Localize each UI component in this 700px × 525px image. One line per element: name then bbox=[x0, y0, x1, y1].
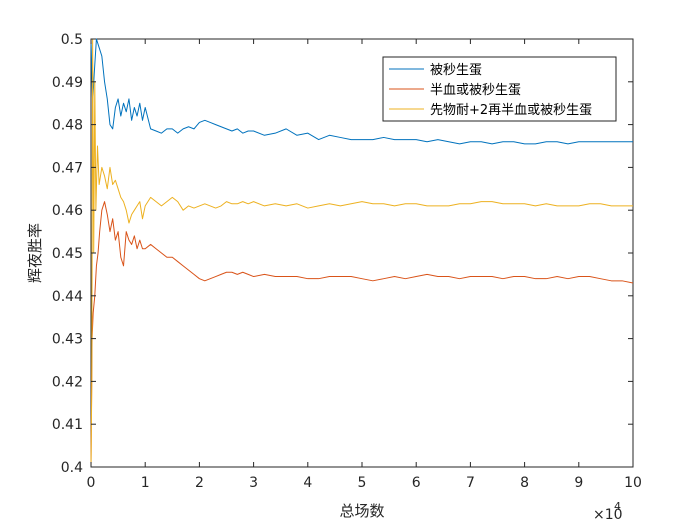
y-tick-label: 0.4 bbox=[61, 460, 83, 476]
y-axis-title: 辉夜胜率 bbox=[26, 223, 44, 283]
y-tick-label: 0.45 bbox=[52, 246, 83, 262]
legend-label-3: 先物耐+2再半血或被秒生蛋 bbox=[430, 103, 592, 118]
y-tick-label: 0.44 bbox=[52, 289, 83, 305]
legend-box bbox=[382, 56, 617, 122]
x-axis-exponent: ×10 4 bbox=[593, 500, 623, 523]
y-tick-label: 0.46 bbox=[52, 203, 83, 219]
x-tick-label: 7 bbox=[466, 475, 475, 491]
x-exponent-power: 4 bbox=[614, 500, 621, 513]
x-tick-label: 10 bbox=[624, 475, 642, 491]
x-tick-label: 8 bbox=[520, 475, 529, 491]
y-tick-label: 0.43 bbox=[52, 332, 83, 348]
series-line-3 bbox=[90, 38, 633, 468]
x-axis-title: 总场数 bbox=[339, 502, 384, 520]
y-tick-label: 0.42 bbox=[52, 374, 83, 390]
x-tick-label: 2 bbox=[195, 475, 204, 491]
y-tick-label: 0.47 bbox=[52, 160, 83, 176]
x-axis-ticks: 0 1 2 3 4 5 6 7 8 9 10 bbox=[87, 39, 642, 491]
x-tick-label: 3 bbox=[249, 475, 258, 491]
y-tick-label: 0.5 bbox=[61, 32, 83, 48]
x-tick-label: 4 bbox=[303, 475, 312, 491]
y-axis-ticks: 0.4 0.41 0.42 0.43 0.44 0.45 0.46 0.47 0.48 0.49 0… bbox=[52, 32, 633, 476]
y-tick-label: 0.48 bbox=[52, 118, 83, 134]
legend-label-1: 被秒生蛋 bbox=[430, 63, 482, 78]
legend-label-2: 半血或被秒生蛋 bbox=[430, 83, 521, 98]
x-tick-label: 1 bbox=[141, 475, 150, 491]
y-tick-label: 0.41 bbox=[52, 417, 83, 433]
series-line-2 bbox=[90, 201, 634, 468]
y-tick-label: 0.49 bbox=[52, 75, 83, 91]
x-exponent-base: ×10 bbox=[593, 507, 623, 523]
x-tick-label: 9 bbox=[574, 475, 583, 491]
x-tick-label: 5 bbox=[358, 475, 367, 491]
series-layer bbox=[90, 38, 634, 468]
x-tick-label: 6 bbox=[412, 475, 421, 491]
series-line-1 bbox=[90, 38, 633, 145]
x-tick-label: 0 bbox=[87, 475, 96, 491]
